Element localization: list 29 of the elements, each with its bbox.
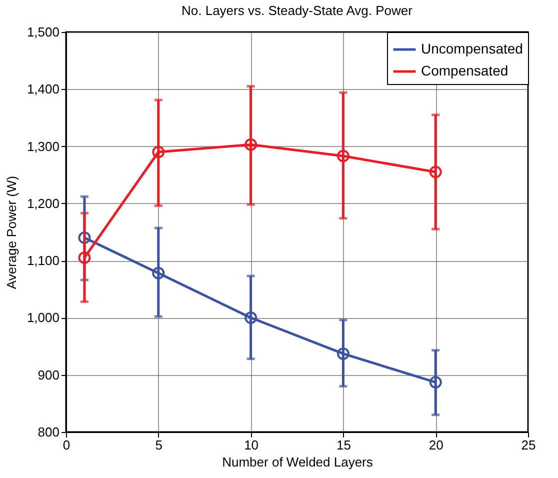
point: [78, 231, 91, 244]
y-tick-label: 1,000: [26, 310, 60, 326]
y-tick-label: 1,400: [26, 82, 60, 97]
y-tick-label: 1,300: [26, 138, 60, 154]
legend-label: Uncompensated: [421, 40, 523, 56]
point: [152, 266, 165, 280]
x-tick-label: 25: [521, 438, 536, 452]
legend-label: Compensated: [421, 62, 508, 78]
point: [244, 311, 258, 324]
y-tick-label: 1,200: [26, 196, 60, 211]
point: [336, 150, 350, 162]
point: [336, 347, 350, 360]
y-tick-label: 900: [38, 367, 60, 382]
x-tick-label: 10: [244, 438, 259, 452]
point: [429, 166, 442, 178]
chart-title: No. Layers vs. Steady-State Avg. Power: [182, 3, 414, 18]
x-tick-label: 0: [62, 438, 70, 452]
point: [152, 146, 165, 158]
y-tick-label: 1,500: [26, 24, 60, 40]
y-tick-label: 800: [38, 424, 60, 440]
point: [429, 376, 442, 389]
y-tick-label: 1,100: [26, 253, 60, 268]
x-tick-label: 15: [336, 438, 351, 452]
x-tick-label: 20: [428, 438, 444, 452]
x-tick-label: 5: [155, 438, 163, 452]
point: [78, 251, 91, 264]
x-axis-title: Number of Welded Layers: [222, 454, 374, 470]
y-axis-title: Average Power (W): [4, 176, 19, 290]
point: [244, 138, 258, 151]
